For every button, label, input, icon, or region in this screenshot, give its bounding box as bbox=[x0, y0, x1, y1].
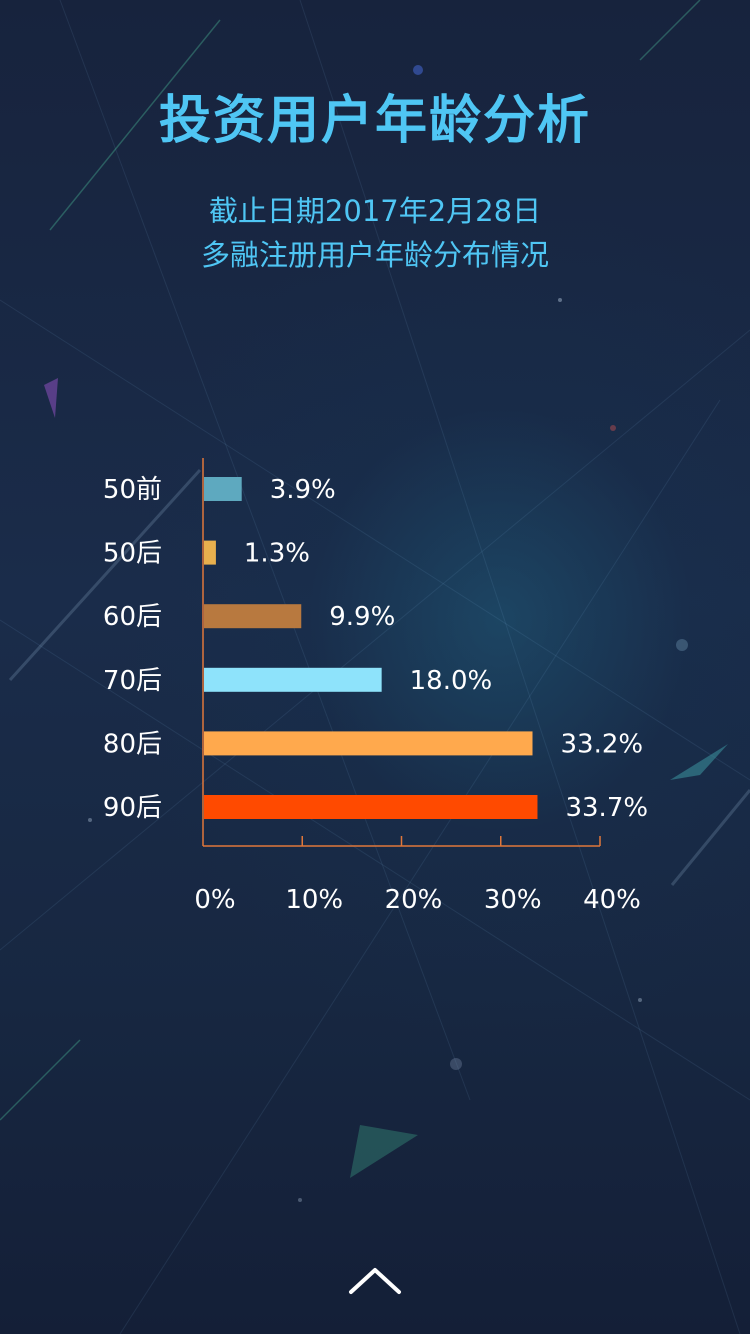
bar bbox=[204, 604, 302, 629]
x-tick-label: 40% bbox=[583, 885, 641, 915]
data-label: 33.2% bbox=[561, 729, 644, 759]
bar bbox=[204, 540, 216, 565]
x-tick-label: 10% bbox=[285, 885, 343, 915]
x-tick-label: 20% bbox=[385, 885, 443, 915]
x-tick-label: 0% bbox=[194, 885, 235, 915]
subtitle-description: 多融注册用户年龄分布情况 bbox=[200, 238, 549, 272]
chevron-up-icon[interactable] bbox=[345, 1262, 405, 1298]
data-label: 3.9% bbox=[270, 475, 336, 505]
bar bbox=[204, 477, 242, 501]
subtitle-date: 截止日期2017年2月28日 bbox=[208, 194, 542, 228]
bar bbox=[204, 731, 533, 756]
category-label: 80后 bbox=[103, 729, 162, 759]
page-title: 投资用户年龄分析 bbox=[158, 91, 591, 151]
category-label: 50后 bbox=[103, 539, 162, 569]
bar bbox=[204, 667, 382, 692]
category-label: 70后 bbox=[103, 666, 162, 696]
data-label: 33.7% bbox=[565, 793, 648, 823]
category-label: 60后 bbox=[103, 602, 162, 632]
data-label: 1.3% bbox=[244, 539, 310, 569]
data-label: 18.0% bbox=[410, 666, 493, 696]
x-tick-label: 30% bbox=[484, 885, 542, 915]
bar bbox=[204, 795, 538, 819]
category-label: 90后 bbox=[103, 793, 162, 823]
data-label: 9.9% bbox=[329, 602, 395, 632]
category-label: 50前 bbox=[103, 475, 162, 505]
